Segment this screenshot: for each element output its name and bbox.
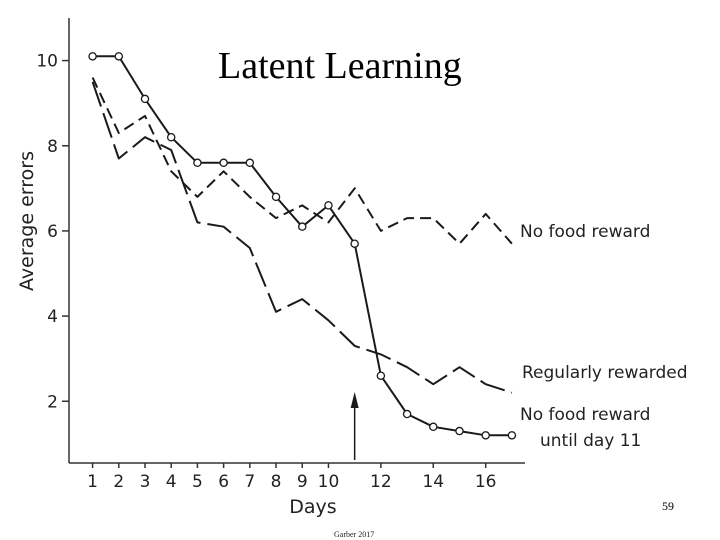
x-axis-title: Days [289,496,336,518]
y-tick-label: 4 [47,307,58,327]
y-tick-label: 8 [47,137,58,157]
y-ticks: 2 4 6 8 10 [36,52,69,412]
slide-title: Latent Learning [218,45,462,87]
series-point [402,409,412,419]
series-point [193,158,202,168]
y-axis-title: Average errors [16,151,38,291]
series-labels: No food reward Regularly rewarded No food … [520,222,688,451]
series-point [350,239,359,248]
series-point [245,158,255,168]
series-point [481,431,490,440]
series-line-2 [92,55,512,437]
credit-text: Garber 2017 [334,530,375,539]
series-label-2: No food reward [520,405,650,425]
x-tick-label: 6 [218,472,229,492]
x-tick-label: 14 [422,472,444,492]
x-tick-label: 7 [244,472,255,492]
series-point [376,371,386,380]
series-point [88,52,97,61]
series-label-0: No food reward [520,222,650,242]
series-point [297,222,307,231]
annotation-arrow [350,392,359,460]
series-point [219,158,228,168]
series-point [114,52,124,61]
x-tick-label: 16 [475,472,497,492]
x-tick-label: 3 [140,472,151,492]
x-tick-label: 8 [271,472,282,492]
series-line-0 [91,77,513,245]
arrow-head [350,392,359,408]
x-tick-label: 1 [87,472,98,492]
series-label-2: until day 11 [540,431,641,451]
y-tick-label: 10 [36,52,58,72]
series-layer [88,52,517,440]
series-point [140,94,150,104]
series-line-1 [91,81,513,394]
series-point [455,426,464,436]
x-tick-label: 4 [166,472,177,492]
x-tick-label: 2 [113,472,124,492]
x-ticks: 1 2 3 4 5 6 7 8 9 10 12 14 16 [87,463,497,492]
series-point [429,422,438,432]
x-tick-label: 12 [370,472,392,492]
series-point [271,192,281,202]
page-number: 59 [662,499,674,513]
series-label-1: Regularly rewarded [522,363,688,383]
x-tick-label: 5 [192,472,203,492]
x-tick-label: 10 [318,472,340,492]
series-point [166,132,176,142]
y-tick-label: 6 [47,222,58,242]
y-tick-label: 2 [47,392,58,412]
series-point [507,431,517,440]
series-point [324,201,333,210]
x-tick-label: 9 [297,472,308,492]
